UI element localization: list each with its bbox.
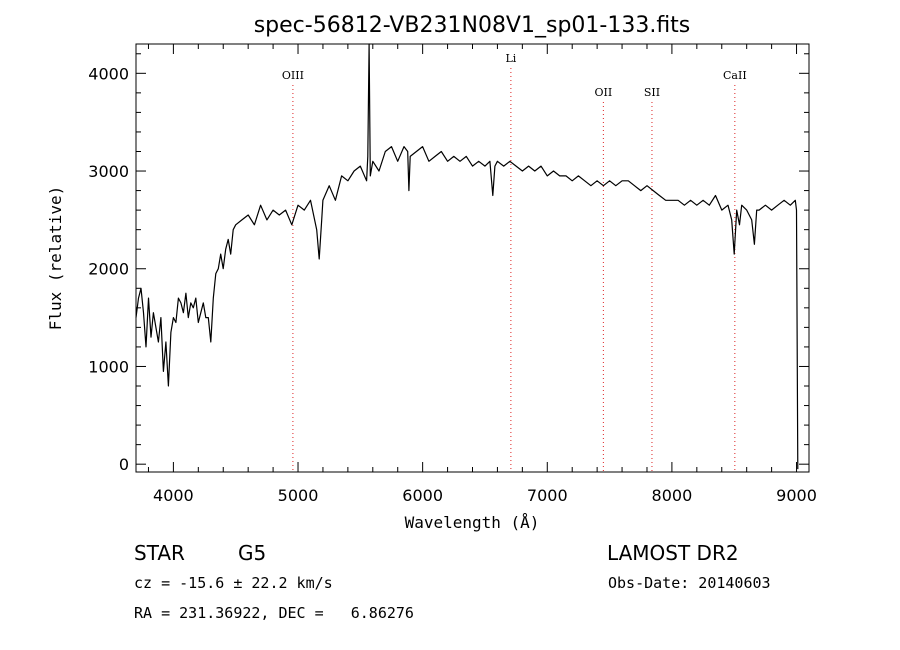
y-tick-label: 0 xyxy=(119,455,129,474)
object-class: STAR xyxy=(134,541,185,565)
x-tick-label: 5000 xyxy=(278,486,319,505)
y-axis-label: Flux (relative) xyxy=(46,186,65,331)
spectrum-line-0 xyxy=(135,43,799,470)
x-tick-label: 6000 xyxy=(402,486,443,505)
observation-date: Obs-Date: 20140603 xyxy=(608,574,771,592)
line-label-oiii: OIII xyxy=(282,69,304,82)
line-label-sii: SII xyxy=(644,86,660,99)
y-tick-label: 3000 xyxy=(88,162,129,181)
line-label-li: Li xyxy=(505,52,516,65)
y-axis: 0 1000 2000 3000 4000 xyxy=(88,53,809,474)
y-tick-label: 4000 xyxy=(88,64,129,83)
x-axis-label: Wavelength (Å) xyxy=(405,513,540,532)
x-tick-label: 7000 xyxy=(527,486,568,505)
x-tick-label: 8000 xyxy=(652,486,693,505)
plot-frame xyxy=(135,43,810,473)
spectrum-series xyxy=(135,43,799,470)
x-axis: 4000 5000 6000 7000 8000 9000 xyxy=(147,44,817,505)
spectral-subclass: G5 xyxy=(238,541,267,565)
coordinates: RA = 231.36922, DEC = 6.86276 xyxy=(134,604,414,622)
chart-title: spec-56812-VB231N08V1_sp01-133.fits xyxy=(254,13,691,38)
emission-line-markers: OIII Li OII SII CaII xyxy=(282,52,747,472)
line-label-caii: CaII xyxy=(723,69,747,82)
redshift-velocity: cz = -15.6 ± 22.2 km/s xyxy=(134,574,333,592)
line-label-oii: OII xyxy=(595,86,613,99)
x-tick-label: 9000 xyxy=(776,486,817,505)
x-tick-label: 4000 xyxy=(153,486,194,505)
spectrum-chart: spec-56812-VB231N08V1_sp01-133.fits OIII… xyxy=(46,13,817,532)
survey-name: LAMOST DR2 xyxy=(607,541,739,565)
y-tick-label: 2000 xyxy=(88,260,129,279)
y-tick-label: 1000 xyxy=(88,357,129,376)
